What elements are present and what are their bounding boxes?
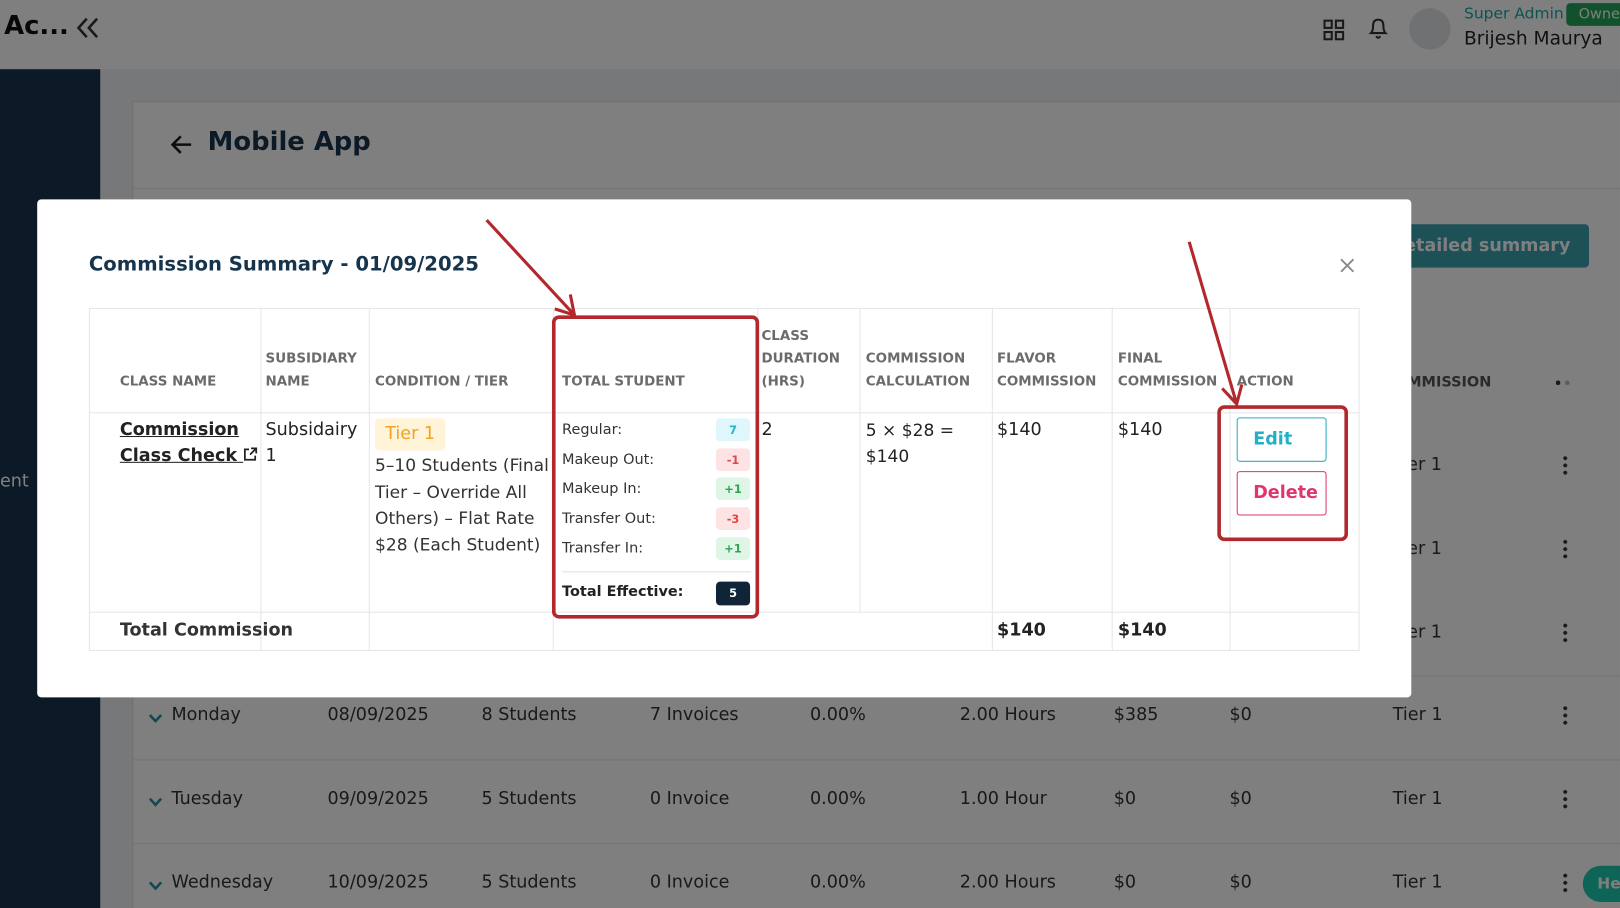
column-divider bbox=[260, 307, 262, 650]
column-divider bbox=[991, 307, 993, 650]
student-label: Makeup In: bbox=[562, 480, 642, 497]
column-header: COMMISSION CALCULATION bbox=[866, 320, 990, 393]
total-effective-label: Total Effective: bbox=[562, 583, 684, 601]
student-count: -1 bbox=[715, 448, 751, 472]
column-header: CONDITION / TIER bbox=[375, 320, 551, 393]
class-name[interactable]: Commission Class Check bbox=[119, 419, 239, 466]
highlight-box bbox=[1217, 405, 1349, 542]
final-commission: $140 bbox=[1117, 419, 1163, 441]
column-header-text: SUBSIDIARY NAME bbox=[265, 351, 357, 390]
arrow bbox=[485, 219, 1244, 408]
edit-button[interactable]: Edit bbox=[1236, 417, 1327, 462]
student-label: Regular: bbox=[562, 421, 623, 439]
column-header-text: CLASS NAME bbox=[119, 374, 217, 390]
row-divider bbox=[88, 611, 1359, 613]
total-effective-badge: 5 bbox=[715, 581, 751, 606]
calculation: 5 × $28 = $140 bbox=[865, 420, 955, 466]
column-header: CLASS DURATION (HRS) bbox=[761, 320, 852, 393]
total-divider bbox=[562, 571, 752, 573]
duration: 2 bbox=[761, 419, 773, 441]
total-flavor: $140 bbox=[996, 619, 1046, 641]
total-label: Total Commission bbox=[119, 619, 294, 641]
column-divider bbox=[1111, 307, 1113, 650]
delete-button[interactable]: Delete bbox=[1236, 471, 1327, 516]
column-header: TOTAL STUDENT bbox=[562, 320, 753, 393]
student-count: 7 bbox=[715, 418, 751, 442]
subsidiary: Subsidairy 1 bbox=[265, 419, 358, 466]
column-header-text: COMMISSION CALCULATION bbox=[865, 351, 971, 390]
class-name-link[interactable]: Commission Class Check bbox=[120, 417, 259, 469]
column-divider bbox=[859, 307, 861, 612]
student-label: Makeup Out: bbox=[562, 451, 655, 469]
student-count: +1 bbox=[715, 537, 751, 560]
highlight-box bbox=[551, 315, 760, 619]
total-final: $140 bbox=[1117, 619, 1167, 641]
column-header: FLAVOR COMMISSION bbox=[997, 320, 1111, 393]
column-header: CLASS NAME bbox=[120, 320, 254, 393]
column-header-text: TOTAL STUDENT bbox=[562, 374, 685, 390]
close-button[interactable] bbox=[1339, 257, 1356, 274]
column-header: FINAL COMMISSION bbox=[1118, 320, 1226, 393]
column-header-text: FLAVOR COMMISSION bbox=[996, 351, 1097, 390]
table bbox=[88, 307, 1360, 651]
column-divider bbox=[1229, 307, 1231, 650]
column-header-text: FINAL COMMISSION bbox=[1117, 351, 1218, 390]
condition: 5–10 Students (Final Tier – Override All… bbox=[375, 455, 549, 555]
column-header: SUBSIDIARY NAME bbox=[266, 320, 364, 393]
modal-title: Commission Summary - 01/09/2025 bbox=[88, 253, 479, 276]
tier-badge: Tier 1 bbox=[375, 418, 446, 451]
student-count: -3 bbox=[715, 507, 751, 531]
student-label: Transfer Out: bbox=[562, 510, 656, 527]
student-label: Transfer In: bbox=[562, 540, 644, 557]
column-divider bbox=[368, 307, 370, 650]
external-link-icon[interactable] bbox=[243, 446, 258, 461]
column-header: ACTION bbox=[1237, 320, 1351, 393]
column-header-text: ACTION bbox=[1236, 374, 1294, 390]
column-header-text: CONDITION / TIER bbox=[375, 374, 509, 390]
flavor-commission: $140 bbox=[996, 419, 1042, 441]
column-header-text: CLASS DURATION (HRS) bbox=[761, 328, 841, 390]
student-count: +1 bbox=[715, 477, 751, 501]
row-divider bbox=[88, 412, 1359, 414]
